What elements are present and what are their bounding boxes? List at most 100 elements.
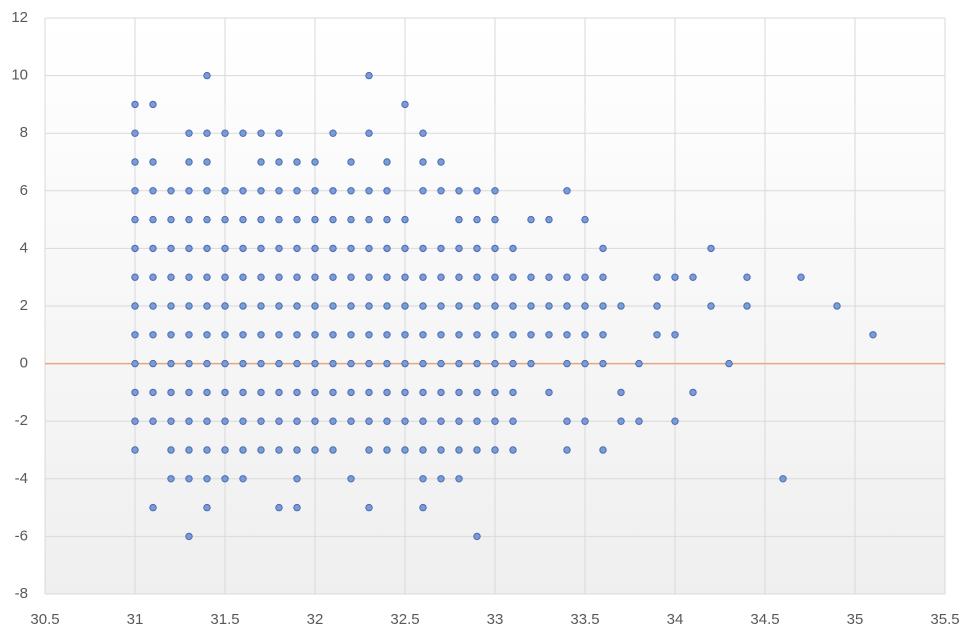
- point: [347, 273, 355, 281]
- point: [329, 388, 337, 397]
- point: [437, 244, 445, 253]
- point: [257, 359, 265, 368]
- point: [293, 244, 301, 253]
- point: [689, 273, 697, 281]
- point: [167, 244, 175, 253]
- point: [455, 302, 463, 310]
- point: [365, 215, 373, 224]
- point: [473, 273, 481, 281]
- point: [743, 302, 751, 310]
- point: [455, 475, 463, 483]
- point: [743, 273, 751, 281]
- point: [419, 331, 427, 339]
- point: [149, 331, 157, 339]
- point: [257, 158, 265, 166]
- point: [347, 187, 355, 195]
- point: [383, 215, 391, 224]
- point: [293, 302, 301, 310]
- point: [509, 244, 517, 253]
- point: [149, 244, 157, 253]
- point: [563, 331, 571, 339]
- point: [257, 187, 265, 195]
- point: [383, 331, 391, 339]
- point: [473, 302, 481, 310]
- point: [239, 129, 247, 137]
- point: [419, 503, 427, 512]
- point: [185, 388, 193, 397]
- point: [185, 302, 193, 310]
- point: [185, 359, 193, 368]
- y-tick-label: 12: [11, 9, 28, 26]
- point: [221, 302, 229, 310]
- point: [455, 273, 463, 281]
- point: [275, 417, 283, 425]
- point: [653, 273, 661, 281]
- point: [149, 359, 157, 368]
- point: [527, 331, 535, 339]
- point: [239, 359, 247, 368]
- point: [563, 302, 571, 310]
- point: [293, 388, 301, 397]
- point: [707, 244, 715, 253]
- point: [275, 273, 283, 281]
- point: [455, 417, 463, 425]
- y-tick-label: -2: [15, 412, 28, 429]
- point: [311, 446, 319, 454]
- point: [617, 417, 625, 425]
- point: [257, 244, 265, 253]
- point: [455, 388, 463, 397]
- point: [239, 244, 247, 253]
- point: [257, 215, 265, 224]
- point: [491, 302, 499, 310]
- point: [599, 244, 607, 253]
- point: [365, 359, 373, 368]
- point: [347, 359, 355, 368]
- point: [167, 417, 175, 425]
- point: [185, 129, 193, 137]
- point: [239, 475, 247, 483]
- x-tick-label: 31: [127, 611, 144, 628]
- point: [563, 417, 571, 425]
- point: [419, 446, 427, 454]
- point: [419, 359, 427, 368]
- point: [203, 273, 211, 281]
- point: [185, 331, 193, 339]
- point: [383, 302, 391, 310]
- point: [383, 388, 391, 397]
- point: [491, 417, 499, 425]
- point: [401, 302, 409, 310]
- point: [149, 273, 157, 281]
- point: [275, 503, 283, 512]
- point: [311, 302, 319, 310]
- point: [239, 388, 247, 397]
- point: [311, 388, 319, 397]
- point: [329, 215, 337, 224]
- point: [581, 331, 589, 339]
- point: [185, 187, 193, 195]
- point: [473, 532, 481, 541]
- point: [131, 273, 139, 281]
- point: [167, 475, 175, 483]
- point: [347, 215, 355, 224]
- point: [725, 359, 733, 368]
- point: [419, 244, 427, 253]
- point: [239, 417, 247, 425]
- point: [491, 446, 499, 454]
- point: [275, 158, 283, 166]
- point: [869, 331, 877, 339]
- point: [185, 215, 193, 224]
- y-tick-label: -8: [15, 585, 28, 602]
- point: [293, 331, 301, 339]
- point: [689, 388, 697, 397]
- point: [167, 273, 175, 281]
- point: [347, 475, 355, 483]
- point: [365, 417, 373, 425]
- point: [329, 129, 337, 137]
- point: [203, 129, 211, 137]
- point: [383, 446, 391, 454]
- point: [131, 187, 139, 195]
- point: [221, 244, 229, 253]
- point: [401, 273, 409, 281]
- point: [383, 244, 391, 253]
- point: [437, 187, 445, 195]
